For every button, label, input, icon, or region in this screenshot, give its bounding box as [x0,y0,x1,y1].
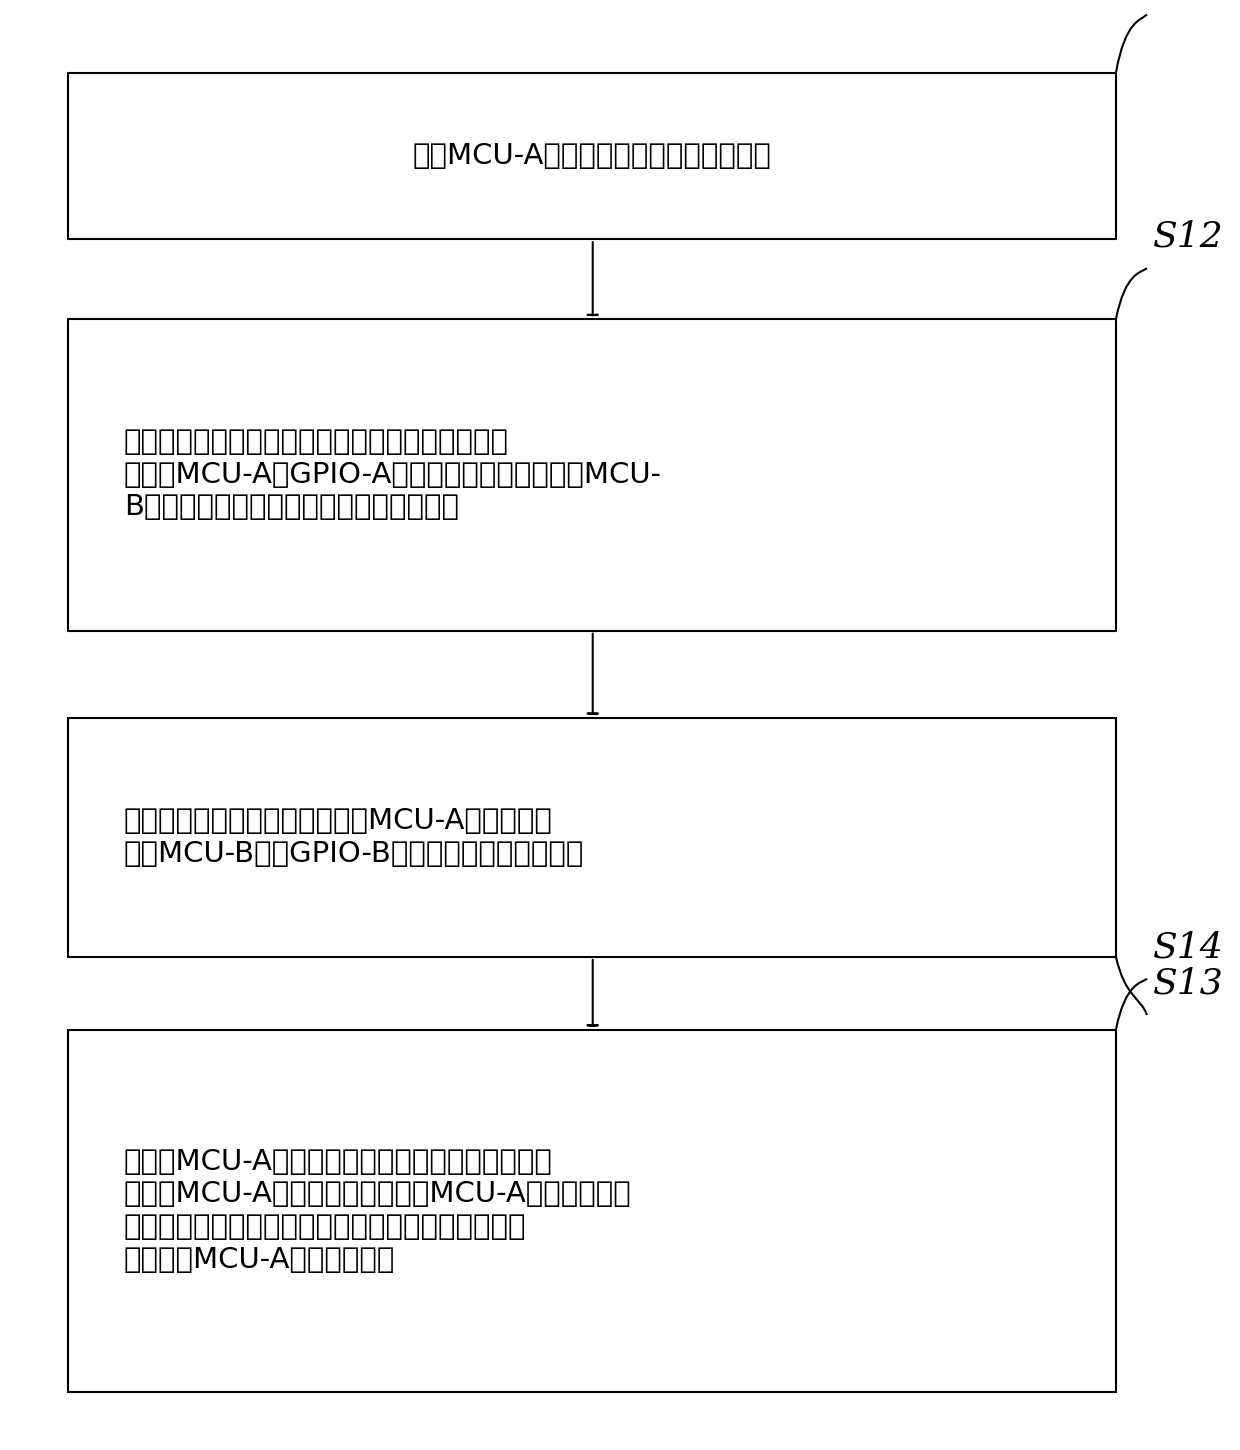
Bar [68,319,1116,631]
Text: S12: S12 [1153,220,1224,254]
Bar [68,1030,1116,1392]
Text: 判断在所述第二定时周期内所述MCU-A是否接收到: 判断在所述第二定时周期内所述MCU-A是否接收到 [124,808,553,835]
Text: 所述MCU-B拉高GPIO-B发送的第二外部中断信号: 所述MCU-B拉高GPIO-B发送的第二外部中断信号 [124,840,584,867]
Text: B，且启动所述第一定时器的第二定时周期: B，且启动所述第一定时器的第二定时周期 [124,493,459,522]
Text: 闭所述MCU-A的串口电源，若所述MCU-A未接收到所述: 闭所述MCU-A的串口电源，若所述MCU-A未接收到所述 [124,1180,631,1208]
Bar [68,72,1116,239]
Text: 当所述第一定时器的所述第一定时周期逾期时，拉: 当所述第一定时器的所述第一定时周期逾期时，拉 [124,428,508,457]
Text: 高所述MCU-A的GPIO-A发送第一外部中断信号给MCU-: 高所述MCU-A的GPIO-A发送第一外部中断信号给MCU- [124,461,662,489]
Text: 第二外部中断信号，则在所述第二定时周期逾期后，: 第二外部中断信号，则在所述第二定时周期逾期后， [124,1214,527,1241]
Text: S14: S14 [1153,931,1224,964]
Text: 若所述MCU-A接收到所述第二外部中断信号，则关: 若所述MCU-A接收到所述第二外部中断信号，则关 [124,1148,553,1176]
Text: 配置MCU-A的第一定时器的第一定时周期: 配置MCU-A的第一定时器的第一定时周期 [413,142,771,170]
Bar [68,718,1116,957]
Text: S13: S13 [1153,967,1224,1000]
Text: 关闭所述MCU-A的串口电源。: 关闭所述MCU-A的串口电源。 [124,1246,396,1273]
